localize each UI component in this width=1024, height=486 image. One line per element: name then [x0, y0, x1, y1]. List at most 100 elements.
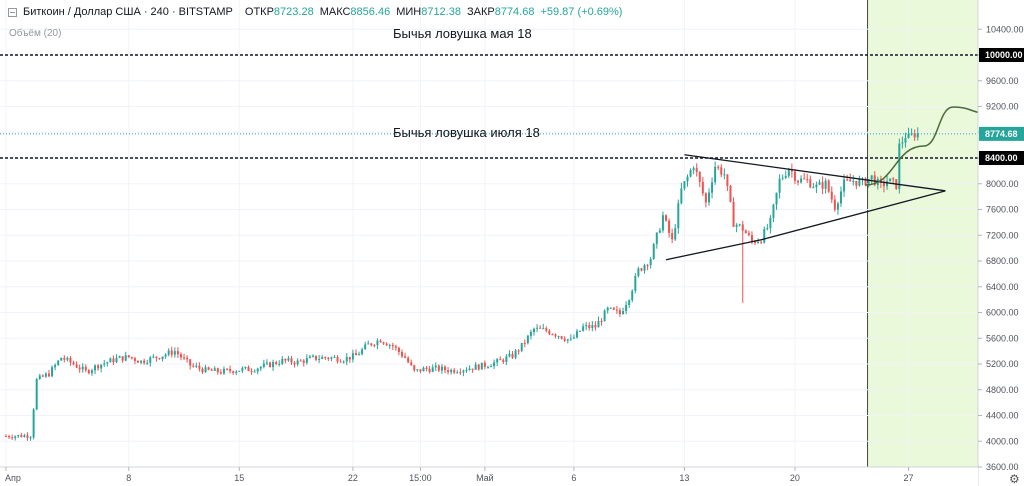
candle-body: [557, 336, 560, 338]
volume-indicator-label[interactable]: Объём (20): [9, 28, 62, 39]
candle-body: [272, 362, 275, 368]
candle-body: [345, 356, 348, 362]
candle-body: [502, 359, 505, 362]
candle-body: [201, 368, 204, 373]
candle-body: [873, 175, 876, 186]
candle-body: [760, 241, 763, 243]
candle-body: [683, 181, 686, 189]
low-label: МИН: [396, 6, 422, 18]
candle-body: [388, 344, 391, 346]
candle-body: [769, 217, 772, 228]
y-tick-label: 4400.00: [986, 411, 1019, 421]
candle-body: [465, 370, 468, 372]
candle-body: [514, 350, 517, 358]
candle-body: [523, 342, 526, 344]
candle-body: [529, 331, 532, 336]
candle-body: [60, 357, 63, 361]
candle-body: [606, 307, 609, 311]
candle-body: [916, 133, 919, 138]
candle-body: [560, 336, 563, 339]
candle-body: [674, 228, 677, 240]
candle-body: [324, 357, 327, 359]
candle-body: [253, 371, 256, 373]
candle-body: [839, 191, 842, 204]
time-axis[interactable]: Апр 8 15 22 15:00 Май 6 13 20 27: [0, 466, 978, 486]
candle-body: [401, 352, 404, 357]
close-value: 8774.68: [494, 6, 535, 18]
y-tick-label: 10400.00: [986, 24, 1024, 34]
candle-body: [422, 367, 425, 372]
candle-body: [385, 343, 388, 346]
candle-body: [477, 364, 480, 370]
candle-body: [265, 362, 268, 364]
y-tick-label: 5600.00: [986, 333, 1019, 343]
candle-body: [591, 325, 594, 329]
candle-body: [69, 357, 72, 363]
candle-body: [327, 357, 330, 359]
candle-body: [852, 180, 855, 182]
candle-body: [29, 437, 32, 439]
candle-body: [898, 143, 901, 189]
x-tick-label: Май: [476, 473, 494, 483]
candle-body: [729, 185, 732, 202]
candle-body: [490, 366, 493, 368]
x-tick-label: 8: [126, 473, 131, 483]
y-tick-label: 6000.00: [986, 308, 1019, 318]
candle-body: [287, 358, 290, 361]
candle-body: [222, 368, 225, 374]
high-label: МАКС: [319, 6, 351, 18]
candle-body: [158, 358, 161, 360]
candle-body: [800, 178, 803, 183]
candle-body: [204, 367, 207, 373]
y-tick-label: 5200.00: [986, 359, 1019, 369]
candle-body: [668, 220, 671, 234]
candle-body: [671, 233, 674, 240]
candle-body: [244, 366, 247, 369]
candle-body: [462, 370, 465, 373]
collapse-icon[interactable]: [8, 7, 17, 17]
candle-body: [658, 230, 661, 233]
candle-body: [8, 436, 11, 438]
candle-body: [198, 365, 201, 369]
candle-body: [910, 133, 913, 135]
candle-body: [278, 363, 281, 365]
candle-body: [542, 328, 545, 330]
candle-body: [548, 330, 551, 335]
projection-zone: [867, 0, 978, 467]
y-tick-label: 3600.00: [986, 462, 1019, 472]
x-tick-label: 6: [571, 473, 576, 483]
price-axis[interactable]: 3600.00 4000.00 4400.00 4800.00 5200.00 5600.…: [977, 0, 1024, 486]
x-tick-label: 13: [679, 473, 689, 483]
annotations: Бычья ловушка мая 18 Бычья ловушка июля 1…: [393, 26, 540, 140]
candle-body: [757, 241, 760, 243]
candle-body: [649, 258, 652, 266]
candle-body: [51, 367, 54, 377]
settings-gear-icon[interactable]: ⚙: [1009, 472, 1020, 486]
candle-body: [545, 328, 548, 331]
candle-body: [47, 373, 50, 377]
candle-body: [735, 224, 738, 227]
candle-body: [655, 232, 658, 245]
candle-body: [496, 359, 499, 363]
candle-body: [723, 174, 726, 176]
candle-body: [511, 353, 514, 358]
candle-body: [155, 356, 158, 359]
candle-body: [290, 358, 293, 363]
candle-body: [618, 310, 621, 314]
candle-body: [717, 166, 720, 168]
candle-body: [152, 356, 155, 358]
candle-body: [738, 224, 741, 226]
x-tick-label: 15:00: [409, 473, 432, 483]
candle-body: [170, 350, 173, 355]
candle-body: [585, 325, 588, 327]
candle-body: [447, 370, 450, 373]
candle-body: [308, 356, 311, 359]
candle-body: [216, 368, 219, 373]
candle-body: [843, 179, 846, 192]
candle-body: [597, 320, 600, 328]
candle-body: [281, 358, 284, 364]
symbol-title[interactable]: Биткоин / Доллар США · 240 · BITSTAMP: [23, 6, 233, 18]
change-value: +59.87 (+0.69%): [540, 6, 623, 18]
candle-body: [404, 356, 407, 358]
